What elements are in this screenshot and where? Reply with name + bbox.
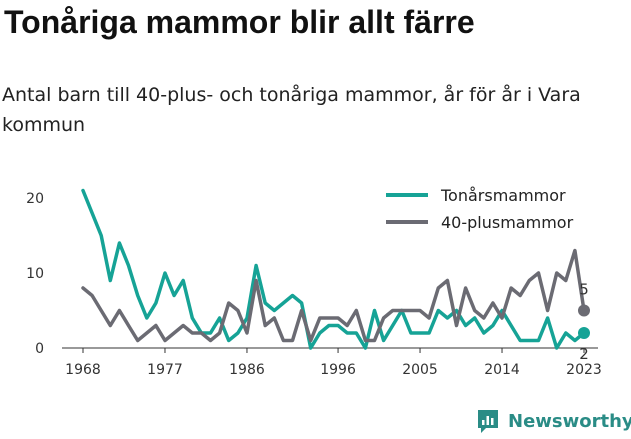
x-tick-label: 1977 — [147, 362, 183, 378]
series-lines: 52 — [81, 188, 590, 363]
legend: Tonårsmammor 40-plusmammor — [386, 186, 574, 232]
chart-title: Tonåriga mammor blir allt färre — [4, 4, 475, 40]
y-tick-label: 0 — [35, 341, 44, 357]
series-line — [81, 248, 586, 343]
x-tick-label: 2005 — [402, 362, 438, 378]
legend-label: Tonårsmammor — [440, 186, 566, 205]
end-marker — [578, 304, 590, 317]
axes: 1968 1977 1986 1996 2005 2014 2023 0 10 20 — [26, 191, 602, 378]
x-tick-label: 2023 — [566, 362, 602, 378]
y-tick-label: 20 — [26, 191, 44, 207]
end-marker — [578, 327, 590, 339]
x-tick-label: 1996 — [320, 362, 356, 378]
x-tick-label: 1986 — [229, 362, 265, 378]
newsworthy-logo-icon — [478, 410, 498, 433]
newsworthy-logo: Newsworthy — [476, 408, 631, 434]
x-tick-label: 1968 — [65, 362, 101, 378]
brand-name: Newsworthy — [508, 410, 631, 432]
legend-label: 40-plusmammor — [441, 213, 574, 232]
chart-subtitle: Antal barn till 40-plus- och tonåriga ma… — [2, 84, 581, 136]
series-40-plusmammor — [81, 248, 590, 343]
end-value-label: 5 — [579, 281, 589, 299]
x-tick-label: 2014 — [484, 362, 520, 378]
y-tick-label: 10 — [26, 266, 44, 282]
end-value-label: 2 — [579, 345, 589, 363]
